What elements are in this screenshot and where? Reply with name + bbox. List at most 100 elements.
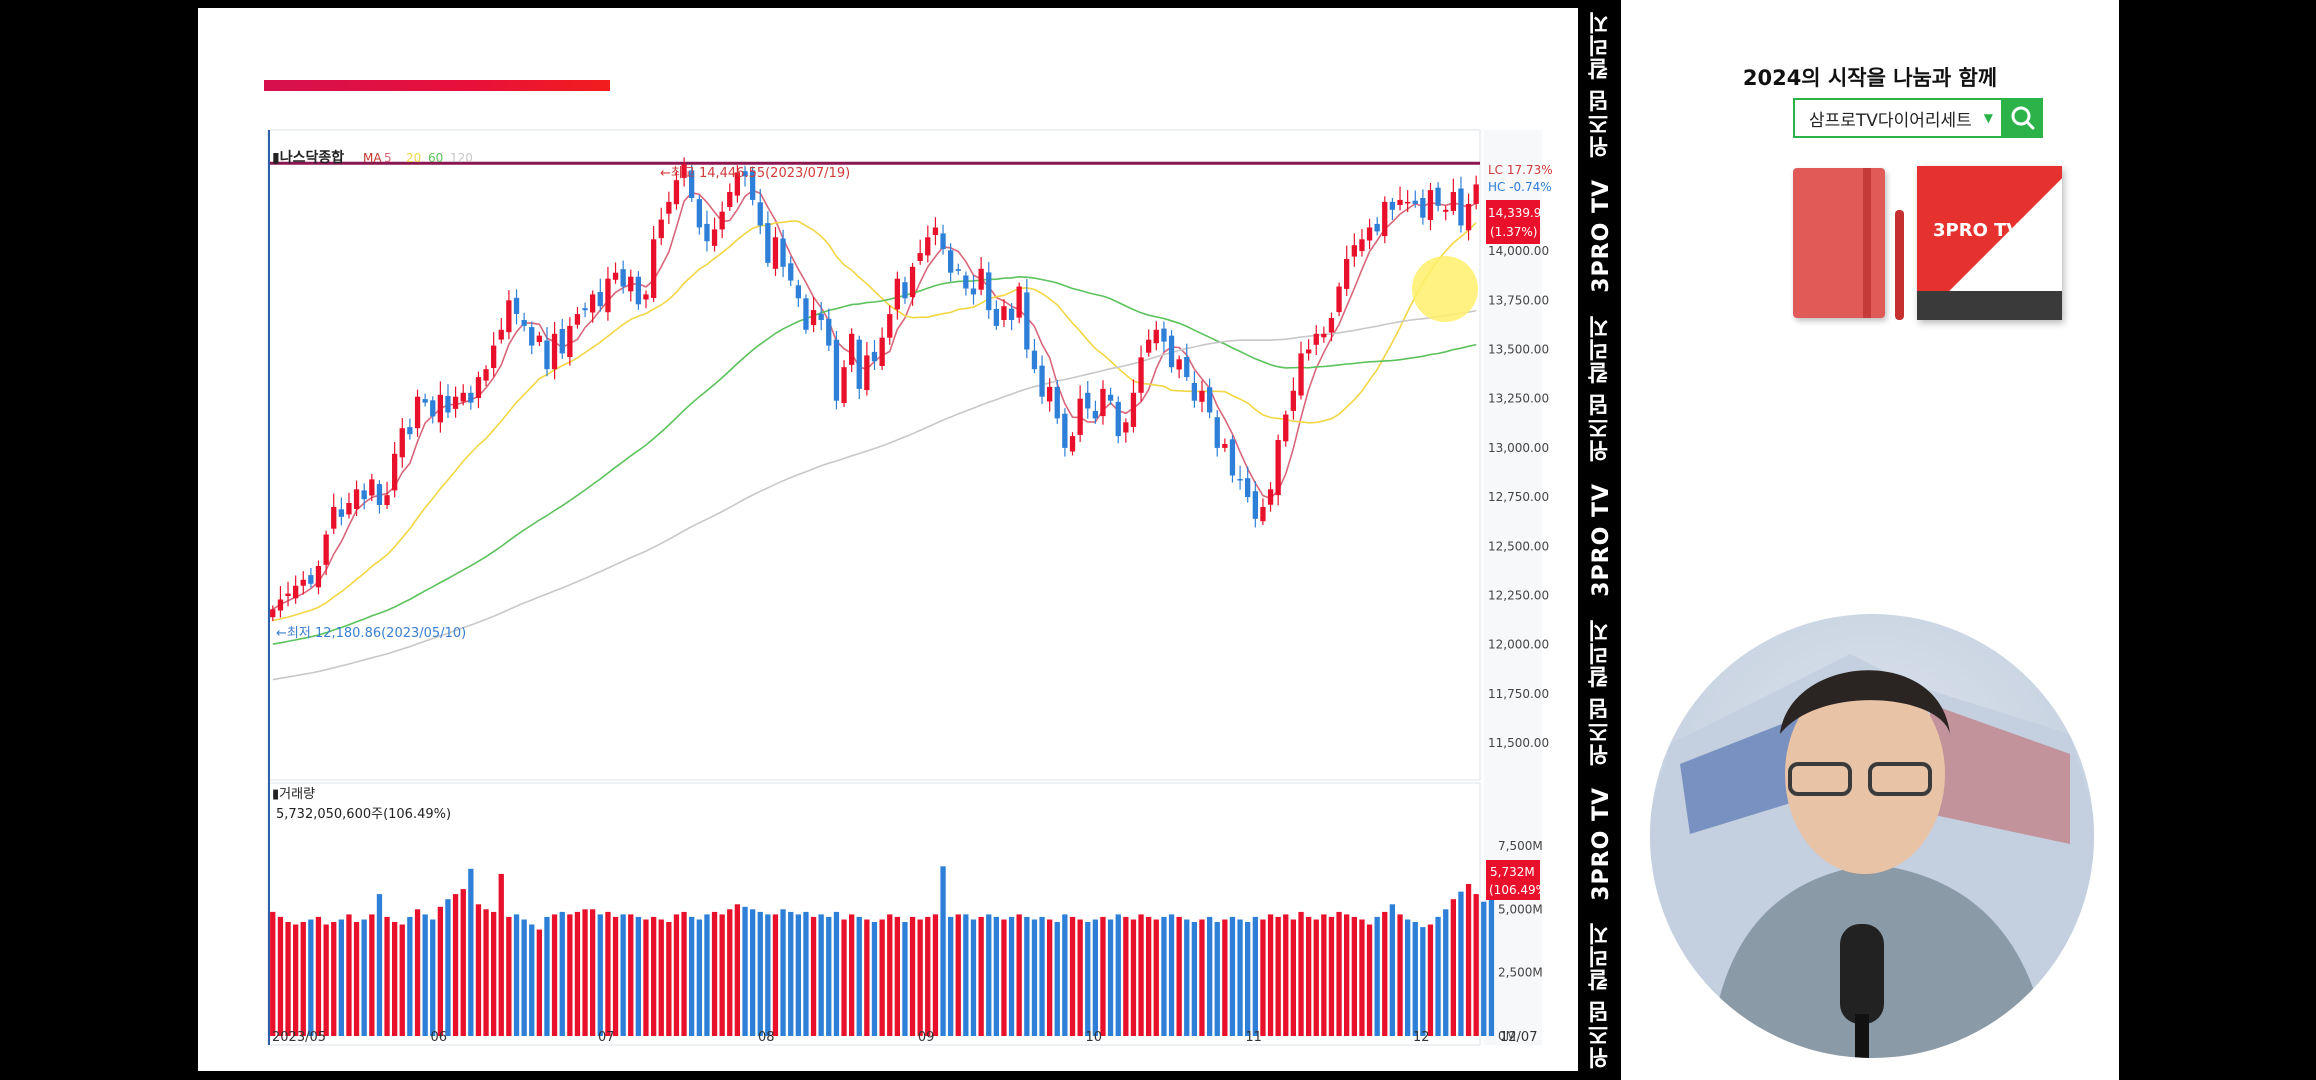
strip-text: 위즈덤 칼리지: [1588, 314, 1613, 462]
candle-body: [1267, 489, 1274, 505]
search-icon: [2011, 106, 2035, 130]
candle-body: [1062, 413, 1068, 448]
strip-text: 3PRO TV: [1588, 483, 1614, 597]
candle-body: [346, 503, 352, 515]
volume-bar: [277, 916, 284, 1036]
ma20-line: [272, 220, 1477, 622]
volume-y-tick-label: 7,500M: [1498, 839, 1543, 853]
candle-body: [1298, 353, 1304, 396]
volume-bar: [582, 909, 588, 1036]
current-change-label: (1.37%): [1490, 225, 1537, 239]
candle-body: [1092, 410, 1098, 419]
candle-body: [605, 278, 611, 313]
volume-bar: [734, 904, 740, 1036]
candle-body: [1366, 227, 1373, 241]
volume-bar: [1191, 922, 1197, 1036]
candle-body: [1260, 507, 1266, 522]
volume-bar: [1123, 916, 1129, 1036]
volume-bar: [993, 916, 999, 1036]
volume-bar: [696, 919, 702, 1036]
volume-bar: [689, 916, 695, 1036]
volume-bar: [1405, 919, 1411, 1036]
candle-body: [948, 250, 954, 273]
volume-bar: [841, 919, 847, 1036]
search-button[interactable]: [2003, 98, 2043, 138]
candle-body: [887, 314, 893, 338]
candle-body: [620, 269, 626, 287]
volume-bar: [483, 909, 489, 1036]
volume-bar: [452, 894, 459, 1036]
candle-body: [986, 272, 992, 311]
x-tick-label: 11: [1245, 1030, 1262, 1045]
candle-body: [1031, 350, 1038, 370]
ma-legend-label: MA: [363, 151, 382, 165]
candle-body: [1207, 387, 1213, 413]
candle-body: [1130, 392, 1137, 427]
candle-body: [331, 507, 337, 529]
candle-body: [826, 318, 832, 346]
volume-bar: [864, 919, 870, 1036]
volume-bar: [300, 922, 306, 1036]
candle-body: [894, 278, 900, 310]
volume-bar: [1016, 914, 1022, 1036]
calendar-product-image: 3PRO TV: [1917, 166, 2062, 320]
volume-bar: [1328, 916, 1335, 1036]
candle-body: [1435, 187, 1441, 206]
candle-body: [1389, 201, 1395, 210]
candle-body: [1245, 478, 1251, 498]
candle-body: [696, 199, 702, 228]
candle-body: [719, 211, 725, 230]
candle-body: [384, 495, 390, 505]
candle-body: [1412, 200, 1418, 204]
candle-body: [1443, 209, 1449, 212]
candle-body: [1039, 365, 1045, 397]
y-tick-label: 13,500.00: [1488, 343, 1549, 357]
volume-bar: [940, 866, 946, 1036]
volume-bar: [376, 894, 383, 1036]
ma60-line: [272, 275, 1477, 645]
volume-bar: [772, 914, 779, 1036]
volume-bar: [1344, 914, 1350, 1036]
candle-body: [491, 345, 497, 368]
candle-body: [323, 534, 329, 565]
volume-bar: [1306, 916, 1312, 1036]
volume-bar: [1465, 884, 1472, 1036]
candle-body: [727, 192, 733, 207]
product-select[interactable]: 삼프로TV다이어리세트 ▼: [1793, 98, 2003, 138]
candle-body: [925, 237, 931, 256]
lc-label: LC 17.73%: [1488, 163, 1553, 177]
volume-bar: [1024, 916, 1030, 1036]
candle-body: [666, 201, 672, 214]
volume-bar: [1252, 916, 1258, 1036]
volume-bar: [1458, 891, 1464, 1036]
candle-body: [803, 298, 809, 330]
candle-body: [506, 300, 512, 333]
volume-bar: [1275, 916, 1281, 1036]
candle-body: [1191, 383, 1197, 401]
candle-body: [1100, 388, 1106, 417]
volume-bar: [498, 873, 504, 1036]
volume-bar: [567, 914, 573, 1036]
volume-bar: [810, 916, 817, 1036]
volume-bar: [673, 914, 680, 1036]
volume-bar: [833, 911, 840, 1036]
volume-bar: [308, 919, 314, 1036]
candle-body: [1161, 328, 1167, 342]
x-tick-label: 08: [758, 1030, 775, 1045]
volume-bar: [551, 914, 558, 1036]
volume-bar: [346, 914, 352, 1036]
volume-bar: [1138, 914, 1144, 1036]
strip-text: 위즈덤 칼리지: [1588, 618, 1613, 766]
volume-bar: [1199, 919, 1205, 1036]
volume-bar: [757, 911, 763, 1036]
candle-body: [590, 294, 596, 313]
candle-body: [711, 229, 718, 246]
candle-body: [864, 355, 870, 390]
volume-bar: [285, 922, 291, 1036]
volume-bar: [468, 868, 474, 1036]
volume-bar: [925, 916, 931, 1036]
promo-title: 2024의 시작을 나눔과 함께: [1742, 66, 1998, 90]
volume-bar: [932, 914, 939, 1036]
candle-body: [452, 396, 459, 409]
candle-body: [513, 297, 520, 314]
